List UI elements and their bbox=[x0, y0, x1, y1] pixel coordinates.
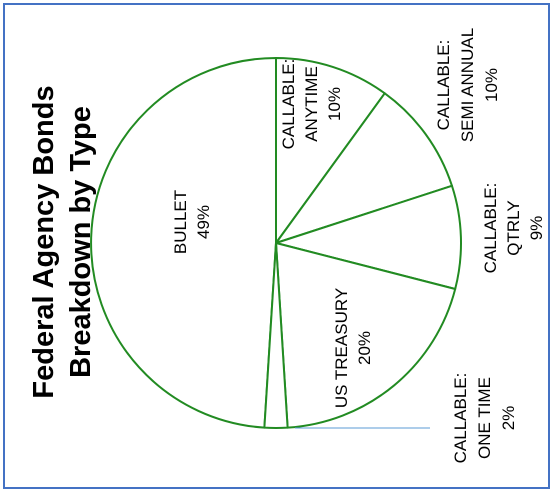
pie-slice-us-treasury bbox=[275, 242, 457, 429]
pie-slice-callable-semi-annual bbox=[275, 92, 453, 244]
slice-label-anytime-value: 10% bbox=[325, 87, 344, 121]
pie-slice-callable-qtrly bbox=[275, 184, 462, 291]
slice-label-us-treasury-name: US TREASURY bbox=[332, 288, 351, 408]
slice-label-anytime-line2: ANYTIME bbox=[302, 66, 321, 142]
pie-slices bbox=[90, 57, 462, 429]
slice-label-us-treasury-value: 20% bbox=[355, 331, 374, 365]
pie-slice-callable-anytime bbox=[275, 57, 386, 244]
slice-label-semi-annual-value: 10% bbox=[482, 68, 501, 102]
chart-title-line1: Federal Agency Bonds bbox=[28, 85, 60, 398]
chart-title-line2: Breakdown by Type bbox=[65, 106, 97, 378]
pie-slice-bullet bbox=[90, 57, 277, 429]
slice-label-bullet-name: BULLET bbox=[171, 190, 190, 254]
slice-label-qtrly-line2: QTRLY bbox=[504, 200, 523, 255]
slice-label-semi-annual-line1: CALLABLE: bbox=[434, 40, 453, 131]
slice-label-qtrly-value: 9% bbox=[527, 216, 546, 241]
slice-label-qtrly-line1: CALLABLE: bbox=[481, 183, 500, 274]
slice-label-bullet-value: 49% bbox=[194, 205, 213, 239]
slice-label-semi-annual-line2: SEMI ANNUAL bbox=[458, 28, 477, 142]
slice-label-anytime-line1: CALLABLE: bbox=[279, 59, 298, 150]
slice-label-one-time-line2: ONE TIME bbox=[475, 377, 494, 459]
pie-slice-callable-one-time bbox=[263, 242, 289, 429]
slice-label-one-time-value: 2% bbox=[499, 406, 518, 431]
slice-label-one-time-line1: CALLABLE: bbox=[451, 373, 470, 464]
